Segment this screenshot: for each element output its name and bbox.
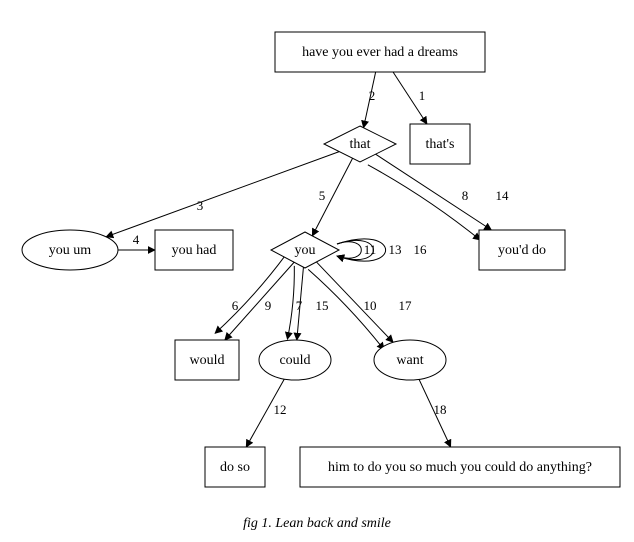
node-him: him to do you so much you could do anyth… <box>300 447 620 487</box>
edge: 12 <box>246 379 286 447</box>
node-label: that's <box>426 137 455 152</box>
edge: 6 <box>225 262 294 340</box>
node-that: that <box>324 126 396 162</box>
node-would: would <box>175 340 239 380</box>
edge-label: 3 <box>197 198 204 213</box>
edge-label: 4 <box>133 232 140 247</box>
edge: 8 <box>376 154 492 230</box>
edge: 14 <box>368 165 509 240</box>
edge-label: 15 <box>316 298 329 313</box>
edge-label: 10 <box>364 298 377 313</box>
node-label: you'd do <box>498 243 546 258</box>
edge-label: 13 <box>389 242 402 257</box>
edge-label: 1 <box>419 88 426 103</box>
node-label: do so <box>220 460 250 475</box>
edge-label: 17 <box>399 298 413 313</box>
flowchart-container: 213458146971510171113161218have you ever… <box>10 10 624 532</box>
edge-label: 2 <box>369 88 376 103</box>
edge-label: 7 <box>296 298 303 313</box>
edge-label: 5 <box>319 188 326 203</box>
edge: 2 <box>364 72 376 128</box>
node-label: could <box>279 353 310 368</box>
edge-label: 12 <box>274 402 287 417</box>
node-label: you had <box>172 243 217 258</box>
nodes-group: have you ever had a dreams that that's you … <box>22 32 620 487</box>
node-label: you um <box>49 243 92 258</box>
node-youhad: you had <box>155 230 233 270</box>
node-label: have you ever had a dreams <box>302 45 458 60</box>
node-label: that <box>350 137 371 152</box>
edge: 18 <box>419 379 451 447</box>
edge: 1 <box>393 72 427 124</box>
node-label: want <box>396 353 423 368</box>
edge-label: 16 <box>414 242 428 257</box>
edge-label: 14 <box>496 188 510 203</box>
node-youddo: you'd do <box>479 230 565 270</box>
edge: 7 <box>296 267 304 340</box>
node-thats: that's <box>410 124 470 164</box>
edge: 5 <box>312 158 352 236</box>
node-doso: do so <box>205 447 265 487</box>
node-could: could <box>259 340 331 380</box>
edge-label: 8 <box>462 188 469 203</box>
node-root: have you ever had a dreams <box>275 32 485 72</box>
node-want: want <box>374 340 446 380</box>
edge: 4 <box>118 232 155 250</box>
edge: 3 <box>106 152 339 237</box>
flowchart-svg: 213458146971510171113161218have you ever… <box>10 10 634 510</box>
node-label: would <box>190 353 225 368</box>
node-label: him to do you so much you could do anyth… <box>328 460 592 475</box>
edge: 15 <box>287 266 328 339</box>
edge-label: 9 <box>265 298 272 313</box>
figure-caption: fig 1. Lean back and smile <box>10 516 624 532</box>
node-youum: you um <box>22 230 118 270</box>
node-label: you <box>295 243 316 258</box>
node-you: you <box>271 232 339 268</box>
edge-label: 18 <box>434 402 447 417</box>
